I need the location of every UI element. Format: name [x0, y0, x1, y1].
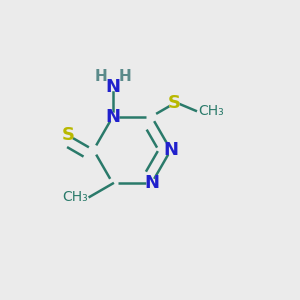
Text: S: S [168, 94, 181, 112]
Text: N: N [105, 78, 120, 96]
Text: N: N [144, 175, 159, 193]
Text: S: S [61, 126, 74, 144]
Text: N: N [163, 141, 178, 159]
Text: N: N [144, 175, 159, 193]
Text: H: H [94, 69, 107, 84]
Text: S: S [61, 126, 74, 144]
Text: N: N [105, 78, 120, 96]
Text: H: H [118, 69, 131, 84]
Text: N: N [163, 141, 178, 159]
Text: S: S [168, 94, 181, 112]
Text: N: N [105, 107, 120, 125]
Text: N: N [105, 107, 120, 125]
Text: CH₃: CH₃ [62, 190, 88, 204]
Text: CH₃: CH₃ [199, 104, 224, 118]
